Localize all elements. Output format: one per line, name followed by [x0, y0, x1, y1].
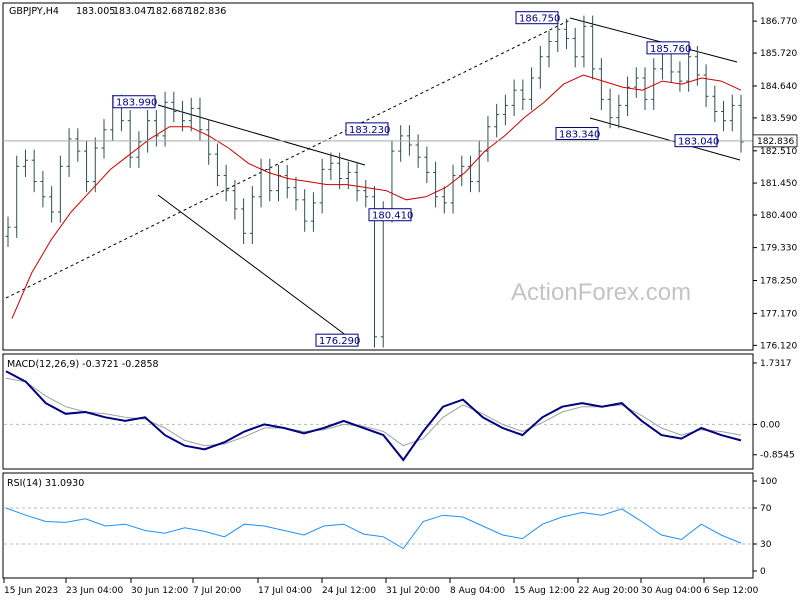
price-tick-label: 182.510 [760, 147, 797, 157]
watermark-text: ActionForex.com [511, 279, 691, 306]
annotation-box [515, 11, 559, 25]
rsi-tick-label: 100 [760, 477, 777, 487]
macd-tick-label: -0.8545 [760, 451, 795, 461]
price-tick-label: 185.720 [760, 49, 797, 59]
annotation-label: 183.040 [678, 137, 719, 148]
annotation-box [555, 127, 599, 141]
annotation-box [315, 333, 359, 347]
annotation-box [345, 122, 389, 136]
time-tick-label: 31 Jul 20:00 [386, 586, 440, 596]
time-tick-label: 6 Sep 12:00 [704, 586, 759, 596]
time-tick-label: 17 Jul 04:00 [258, 586, 312, 596]
rsi-axis: 100 70 30 0 [753, 477, 777, 577]
price-tick-label: 186.770 [760, 17, 797, 27]
time-tick-label: 24 Jul 12:00 [322, 586, 376, 596]
last-price-label: 182.836 [757, 137, 794, 147]
dashed-trendline [5, 19, 571, 299]
moving-average-line [11, 74, 742, 319]
symbol-label: GBPJPY,H4 [9, 6, 59, 17]
title-bar: GBPJPY,H4 183.005 183.047 182.687 182.83… [9, 6, 226, 17]
time-axis: 15 Jun 2023 23 Jun 04:00 30 Jun 12:00 7 Jul… [3, 578, 759, 596]
ohlc-close: 182.836 [187, 6, 226, 17]
price-tick-label: 180.400 [760, 211, 797, 221]
rsi-tick-label: 70 [760, 504, 772, 514]
price-tick-label: 184.640 [760, 82, 797, 92]
trendlines [5, 17, 741, 343]
last-price-tag: 182.836 [752, 134, 798, 148]
annotation-label: 180.410 [372, 211, 413, 222]
time-tick-label: 15 Jun 2023 [4, 586, 58, 596]
macd-panel [2, 353, 754, 470]
descending-upper-line [569, 17, 738, 63]
rsi-grid [4, 507, 752, 545]
descending-lower-line [589, 117, 741, 161]
ohlc-high: 183.047 [113, 6, 152, 17]
time-tick-label: 22 Aug 20:00 [578, 586, 639, 596]
annotation-box [646, 41, 690, 55]
annotation-label: 186.750 [519, 14, 560, 25]
macd-tick-label: 1.7317 [760, 359, 792, 369]
rsi-line [5, 507, 742, 550]
annotation-label: 183.990 [116, 98, 157, 109]
price-tick-label: 179.330 [760, 244, 797, 254]
annotation-box [112, 95, 156, 109]
price-panel [2, 2, 754, 351]
time-tick-label: 15 Aug 12:00 [514, 586, 575, 596]
annotation-label: 183.340 [559, 130, 600, 141]
annotation-label: 176.290 [319, 336, 360, 347]
time-tick-label: 30 Aug 04:00 [641, 586, 702, 596]
macd-tick-label: 0.00 [760, 420, 780, 430]
channel-lower-line [157, 194, 356, 343]
annotation-label: 185.760 [650, 44, 691, 55]
price-axis: 186.770 185.720 184.640 183.590 182.510 181.4… [753, 17, 797, 351]
time-tick-label: 23 Jun 04:00 [66, 586, 123, 596]
annotation-box [674, 134, 718, 148]
annotation-label: 183.230 [349, 125, 390, 136]
annotation-box [368, 208, 412, 222]
macd-signal-line [5, 377, 742, 447]
price-tick-label: 176.120 [760, 341, 797, 351]
price-tick-label: 178.250 [760, 276, 797, 286]
ohlc-open: 183.005 [76, 6, 115, 17]
macd-main-line [5, 370, 742, 462]
time-tick-label: 8 Aug 04:00 [450, 586, 505, 596]
rsi-tick-label: 0 [760, 567, 766, 577]
macd-label: MACD(12,26,9) -0.3721 -0.2858 [7, 359, 159, 370]
price-tick-label: 177.170 [760, 309, 797, 319]
price-tick-label: 183.590 [760, 114, 797, 124]
macd-axis: 1.7317 0.00 -0.8545 [753, 359, 795, 461]
time-tick-label: 30 Jun 12:00 [131, 586, 188, 596]
price-annotations: 183.990 176.290 183.230 180.410 186.750 183.3… [112, 11, 719, 347]
ohlc-low: 182.687 [150, 6, 189, 17]
time-tick-label: 7 Jul 20:00 [193, 586, 242, 596]
rsi-label: RSI(14) 31.0930 [7, 478, 84, 489]
price-tick-label: 181.450 [760, 179, 797, 189]
rsi-tick-label: 30 [760, 540, 772, 550]
